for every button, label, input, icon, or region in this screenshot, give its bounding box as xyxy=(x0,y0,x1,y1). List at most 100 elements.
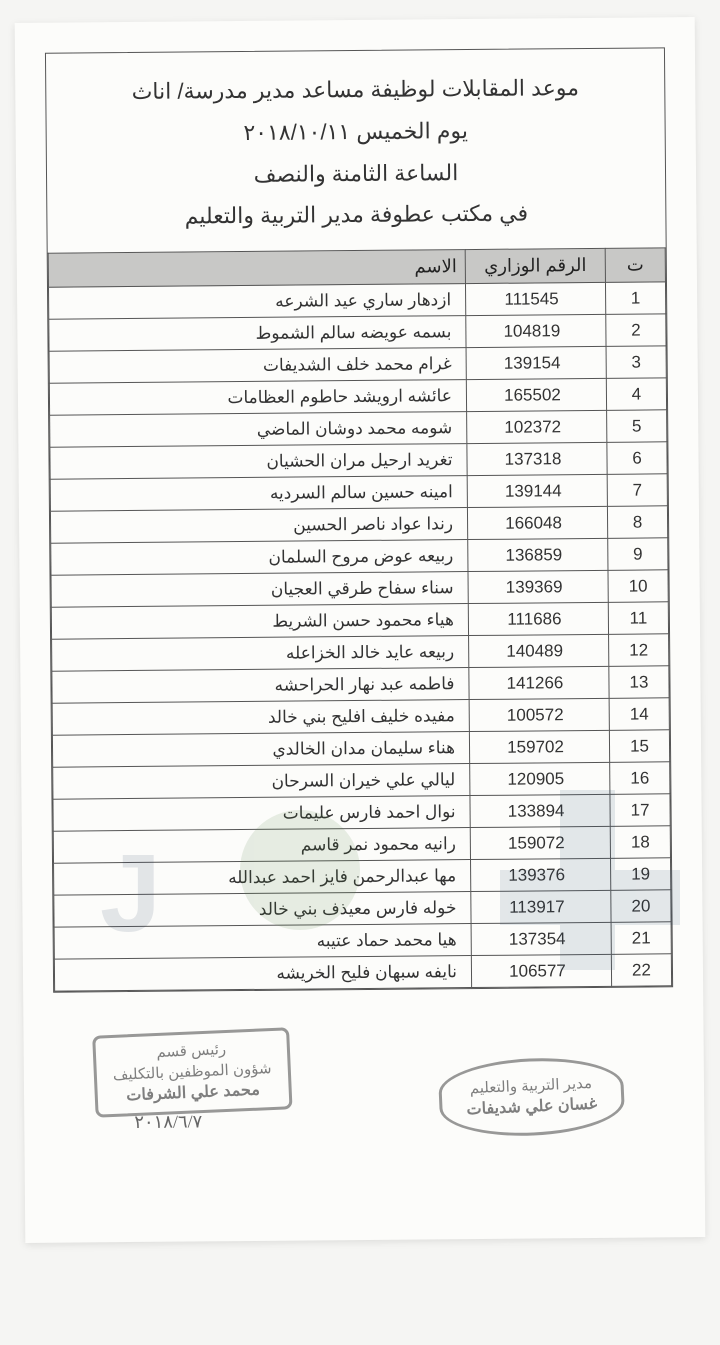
col-header-ministry-no: الرقم الوزاري xyxy=(465,249,605,284)
table-row: 19139376مها عبدالرحمن فايز احمد عبدالله xyxy=(54,858,671,895)
cell-seq: 10 xyxy=(608,570,668,603)
signature-area: مدير التربية والتعليم غسان علي شديفات رئ… xyxy=(53,1017,675,1222)
cell-seq: 7 xyxy=(607,474,667,507)
cell-seq: 20 xyxy=(611,890,671,923)
cell-seq: 18 xyxy=(610,826,670,859)
cell-name: مها عبدالرحمن فايز احمد عبدالله xyxy=(54,860,471,896)
header-date: يوم الخميس ٢٠١٨/١٠/١١ xyxy=(56,108,654,155)
cell-name: هناء سليمان مدان الخالدي xyxy=(52,732,469,768)
cell-ministry-no: 111545 xyxy=(465,283,605,316)
cell-name: بسمه عويضه سالم الشموط xyxy=(49,316,466,352)
col-header-name: الاسم xyxy=(48,250,465,288)
cell-seq: 9 xyxy=(608,538,668,571)
cell-seq: 4 xyxy=(606,378,666,411)
handwritten-date: ٢٠١٨/٦/٧ xyxy=(134,1112,202,1134)
cell-seq: 19 xyxy=(611,858,671,891)
table-row: 21137354هيا محمد حماد عتيبه xyxy=(54,922,671,959)
cell-name: ازدهار ساري عيد الشرعه xyxy=(48,284,465,320)
cell-ministry-no: 133894 xyxy=(470,795,610,828)
cell-ministry-no: 137354 xyxy=(471,923,611,956)
table-row: 22106577نايفه سبهان فليح الخريشه xyxy=(54,954,671,991)
col-header-seq: ت xyxy=(605,248,665,283)
cell-name: فاطمه عبد نهار الحراحشه xyxy=(52,668,469,704)
document-frame: موعد المقابلات لوظيفة مساعد مدير مدرسة/ … xyxy=(45,47,673,993)
table-row: 4165502عائشه ارويشد حاطوم العظامات xyxy=(49,378,666,415)
table-row: 12140489ربيعه عايد خالد الخزاعله xyxy=(52,634,669,671)
table-header-row: ت الرقم الوزاري الاسم xyxy=(48,248,665,287)
cell-ministry-no: 141266 xyxy=(469,667,609,700)
cell-ministry-no: 166048 xyxy=(467,507,607,540)
table-row: 5102372شومه محمد دوشان الماضي xyxy=(50,410,667,447)
cell-name: ربيعه عوض مروح السلمان xyxy=(51,540,468,576)
cell-name: نايفه سبهان فليح الخريشه xyxy=(54,956,471,992)
cell-ministry-no: 106577 xyxy=(471,955,611,988)
table-row: 8166048رندا عواد ناصر الحسين xyxy=(50,506,667,543)
cell-ministry-no: 113917 xyxy=(471,891,611,924)
cell-seq: 17 xyxy=(610,794,670,827)
cell-seq: 6 xyxy=(607,442,667,475)
table-row: 6137318تغريد ارحيل مران الحشيان xyxy=(50,442,667,479)
cell-name: ليالي علي خيران السرحان xyxy=(53,764,470,800)
cell-ministry-no: 159072 xyxy=(470,827,610,860)
header-title: موعد المقابلات لوظيفة مساعد مدير مدرسة/ … xyxy=(56,66,654,113)
stamp-director-name: غسان علي شديفات xyxy=(466,1094,597,1122)
cell-seq: 13 xyxy=(609,666,669,699)
header-location: في مكتب عطوفة مدير التربية والتعليم xyxy=(57,192,655,239)
cell-ministry-no: 139144 xyxy=(467,475,607,508)
cell-name: مفيده خليف افليح بني خالد xyxy=(52,700,469,736)
cell-ministry-no: 139154 xyxy=(466,347,606,380)
cell-name: هيا محمد حماد عتيبه xyxy=(54,924,471,960)
cell-ministry-no: 159702 xyxy=(469,731,609,764)
table-row: 2104819بسمه عويضه سالم الشموط xyxy=(49,314,666,351)
stamp-hr-head: رئيس قسم شؤون الموظفين بالتكليف محمد علي… xyxy=(92,1027,292,1118)
cell-seq: 14 xyxy=(609,698,669,731)
cell-ministry-no: 140489 xyxy=(469,635,609,668)
cell-ministry-no: 137318 xyxy=(467,443,607,476)
table-row: 13141266فاطمه عبد نهار الحراحشه xyxy=(52,666,669,703)
table-row: 10139369سناء سفاح طرقي العجيان xyxy=(51,570,668,607)
cell-name: رندا عواد ناصر الحسين xyxy=(50,508,467,544)
cell-ministry-no: 139376 xyxy=(471,859,611,892)
cell-name: امينه حسين سالم السرديه xyxy=(50,476,467,512)
document-header: موعد المقابلات لوظيفة مساعد مدير مدرسة/ … xyxy=(46,48,666,253)
cell-seq: 21 xyxy=(611,922,671,955)
cell-seq: 1 xyxy=(605,282,665,315)
cell-seq: 3 xyxy=(606,346,666,379)
stamp-director: مدير التربية والتعليم غسان علي شديفات xyxy=(438,1055,626,1140)
cell-ministry-no: 104819 xyxy=(466,315,606,348)
cell-name: تغريد ارحيل مران الحشيان xyxy=(50,444,467,480)
table-row: 9136859ربيعه عوض مروح السلمان xyxy=(51,538,668,575)
table-row: 1111545ازدهار ساري عيد الشرعه xyxy=(48,282,665,319)
cell-seq: 12 xyxy=(609,634,669,667)
table-row: 20113917خوله فارس معيذف بني خالد xyxy=(54,890,671,927)
table-row: 7139144امينه حسين سالم السرديه xyxy=(50,474,667,511)
cell-ministry-no: 139369 xyxy=(468,571,608,604)
cell-name: هياء محمود حسن الشريط xyxy=(51,604,468,640)
interview-table: ت الرقم الوزاري الاسم 1111545ازدهار ساري… xyxy=(48,248,672,992)
cell-seq: 2 xyxy=(606,314,666,347)
table-row: 15159702هناء سليمان مدان الخالدي xyxy=(52,730,669,767)
cell-seq: 5 xyxy=(607,410,667,443)
cell-seq: 8 xyxy=(607,506,667,539)
cell-name: نوال احمد فارس عليمات xyxy=(53,796,470,832)
cell-ministry-no: 111686 xyxy=(468,603,608,636)
header-time: الساعة الثامنة والنصف xyxy=(57,150,655,197)
table-row: 17133894نوال احمد فارس عليمات xyxy=(53,794,670,831)
cell-seq: 15 xyxy=(609,730,669,763)
cell-seq: 16 xyxy=(610,762,670,795)
table-row: 11111686هياء محمود حسن الشريط xyxy=(51,602,668,639)
table-row: 3139154غرام محمد خلف الشديفات xyxy=(49,346,666,383)
table-row: 18159072رانيه محمود نمر قاسم xyxy=(53,826,670,863)
cell-ministry-no: 100572 xyxy=(469,699,609,732)
cell-ministry-no: 102372 xyxy=(467,411,607,444)
cell-seq: 22 xyxy=(611,954,671,987)
cell-ministry-no: 165502 xyxy=(466,379,606,412)
table-row: 16120905ليالي علي خيران السرحان xyxy=(53,762,670,799)
cell-name: عائشه ارويشد حاطوم العظامات xyxy=(49,380,466,416)
cell-name: رانيه محمود نمر قاسم xyxy=(53,828,470,864)
cell-name: سناء سفاح طرقي العجيان xyxy=(51,572,468,608)
document-page: موعد المقابلات لوظيفة مساعد مدير مدرسة/ … xyxy=(15,17,706,1243)
cell-name: ربيعه عايد خالد الخزاعله xyxy=(52,636,469,672)
table-body: 1111545ازدهار ساري عيد الشرعه2104819بسمه… xyxy=(48,282,671,991)
table-row: 14100572مفيده خليف افليح بني خالد xyxy=(52,698,669,735)
